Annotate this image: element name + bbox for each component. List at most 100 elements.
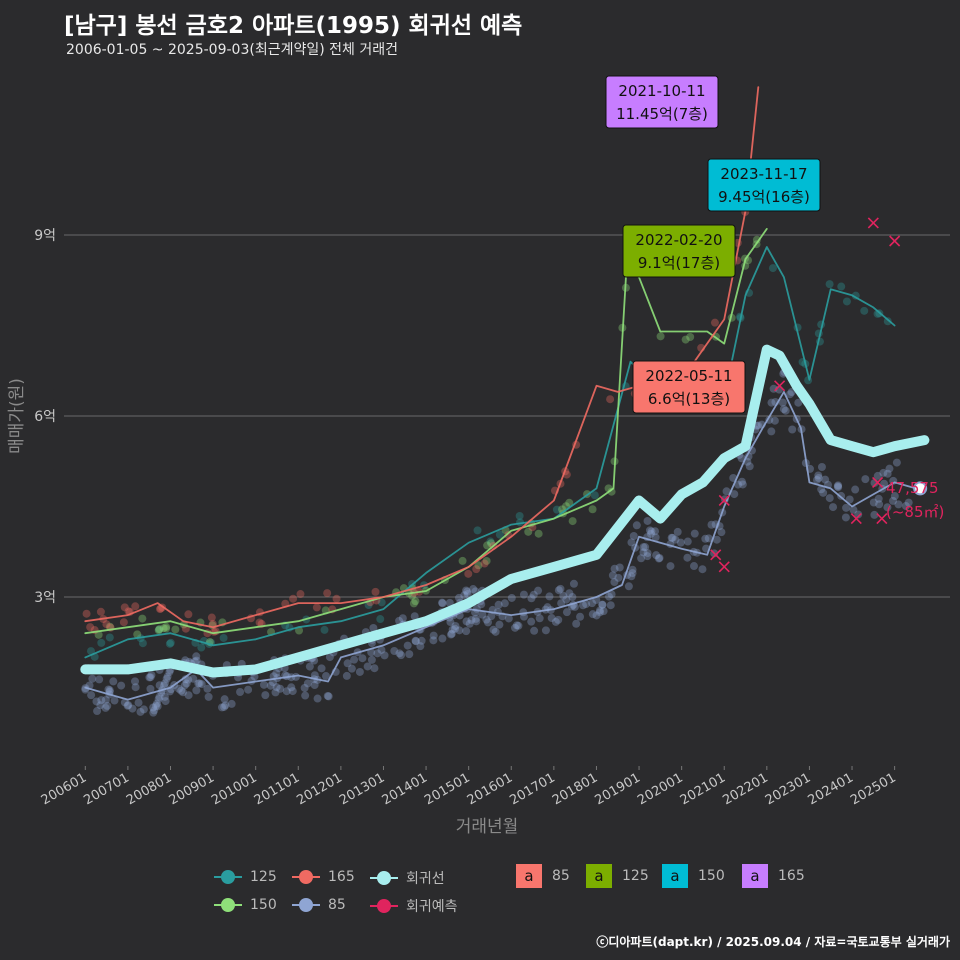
scatter-point bbox=[883, 317, 892, 326]
scatter-point bbox=[94, 630, 103, 639]
callout-box bbox=[605, 75, 719, 129]
scatter-point bbox=[207, 613, 216, 622]
scatter-point bbox=[841, 513, 850, 522]
scatter-point bbox=[869, 498, 878, 507]
scatter-point bbox=[500, 599, 509, 608]
scatter-point bbox=[120, 698, 129, 707]
callout-date: 2022-02-20 bbox=[635, 231, 722, 249]
callout-box bbox=[707, 158, 821, 212]
scatter-point bbox=[892, 458, 901, 467]
scatter-point bbox=[438, 634, 447, 643]
scatter-point bbox=[627, 572, 636, 581]
legend-swatch-icon bbox=[292, 896, 320, 914]
end-point-area: (~85㎡) bbox=[886, 503, 945, 521]
scatter-point bbox=[632, 521, 641, 530]
scatter-point bbox=[894, 500, 903, 509]
series-line-85 bbox=[84, 391, 917, 701]
scatter-point bbox=[272, 683, 281, 692]
series-line-125 bbox=[84, 246, 896, 659]
scatter-point bbox=[303, 679, 312, 688]
scatter-point bbox=[883, 503, 892, 512]
scatter-point bbox=[643, 516, 652, 525]
scatter-point bbox=[390, 646, 399, 655]
scatter-point bbox=[562, 608, 571, 617]
scatter-point bbox=[103, 701, 112, 710]
scatter-point bbox=[451, 622, 460, 631]
scatter-point bbox=[527, 617, 536, 626]
scatter-point bbox=[595, 606, 604, 615]
scatter-point bbox=[165, 687, 174, 696]
chart-legend: 125 165 회귀선 150 85 회귀예측 a 85 a 125 a 150… bbox=[214, 862, 834, 922]
scatter-point bbox=[606, 395, 615, 404]
scatter-point bbox=[851, 485, 860, 494]
scatter-point bbox=[534, 586, 543, 595]
scatter-point bbox=[165, 639, 174, 648]
scatter-point bbox=[373, 649, 382, 658]
scatter-point bbox=[347, 664, 356, 673]
scatter-point bbox=[133, 630, 142, 639]
scatter-point bbox=[105, 633, 114, 642]
scatter-point bbox=[462, 617, 471, 626]
scatter-point bbox=[462, 586, 471, 595]
scatter-point bbox=[737, 477, 746, 486]
scatter-point bbox=[524, 527, 533, 536]
scatter-point bbox=[171, 625, 180, 634]
scatter-point bbox=[429, 636, 438, 645]
scatter-point bbox=[592, 611, 601, 620]
scatter-point bbox=[834, 483, 843, 492]
scatter-point bbox=[146, 684, 155, 693]
scatter-point bbox=[604, 592, 613, 601]
scatter-point bbox=[150, 706, 159, 715]
scatter-point bbox=[681, 335, 690, 344]
scatter-point bbox=[343, 659, 352, 668]
scatter-point bbox=[219, 633, 228, 642]
scatter-point bbox=[155, 625, 164, 634]
scatter-point bbox=[182, 679, 191, 688]
scatter-point bbox=[529, 590, 538, 599]
prediction-marker bbox=[710, 549, 722, 561]
scatter-point bbox=[446, 618, 455, 627]
scatter-point bbox=[463, 587, 472, 596]
scatter-point bbox=[794, 398, 803, 407]
scatter-point bbox=[320, 625, 329, 634]
x-tick-label: 202501 bbox=[848, 770, 898, 808]
scatter-point bbox=[768, 264, 777, 273]
scatter-point bbox=[515, 511, 524, 520]
legend-label: 회귀예측 bbox=[406, 899, 458, 915]
scatter-point bbox=[165, 668, 174, 677]
legend-box-125: a 125 bbox=[586, 864, 649, 888]
legend-label: 165 bbox=[328, 869, 355, 885]
scatter-point bbox=[124, 701, 133, 710]
scatter-point bbox=[178, 688, 187, 697]
scatter-point bbox=[474, 561, 483, 570]
scatter-point bbox=[445, 598, 454, 607]
scatter-point bbox=[101, 695, 110, 704]
scatter-point bbox=[184, 610, 193, 619]
scatter-point bbox=[817, 463, 826, 472]
scatter-point bbox=[495, 530, 504, 539]
scatter-point bbox=[647, 527, 656, 536]
scatter-point bbox=[162, 674, 171, 683]
scatter-point bbox=[227, 699, 236, 708]
scatter-point bbox=[151, 701, 160, 710]
scatter-point bbox=[698, 565, 707, 574]
scatter-point bbox=[416, 642, 425, 651]
scatter-point bbox=[629, 532, 638, 541]
scatter-point bbox=[371, 587, 380, 596]
scatter-point bbox=[527, 594, 536, 603]
scatter-point bbox=[683, 537, 692, 546]
scatter-point bbox=[97, 696, 106, 705]
scatter-point bbox=[904, 498, 913, 507]
scatter-point bbox=[86, 647, 95, 656]
callout-label: 2022-02-20 9.1억(17층) bbox=[622, 224, 736, 278]
scatter-point bbox=[565, 589, 574, 598]
callout-box bbox=[632, 360, 746, 414]
scatter-point bbox=[767, 427, 776, 436]
scatter-point bbox=[875, 500, 884, 509]
scatter-point bbox=[120, 603, 129, 612]
x-tick-label: 201201 bbox=[294, 770, 344, 808]
scatter-point bbox=[854, 510, 863, 519]
scatter-point bbox=[511, 623, 520, 632]
scatter-point bbox=[410, 612, 419, 621]
scatter-point bbox=[376, 615, 385, 624]
